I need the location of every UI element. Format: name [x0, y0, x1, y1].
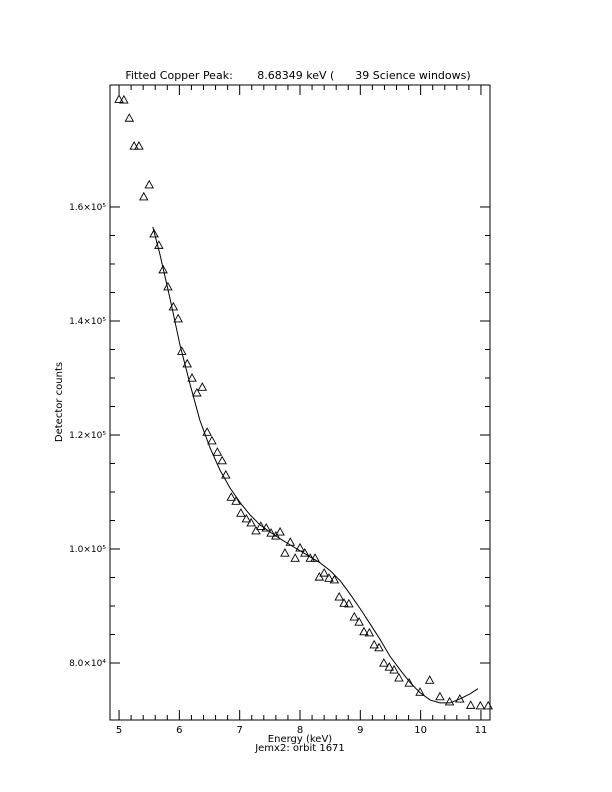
data-point — [329, 574, 340, 584]
data-point — [236, 508, 246, 517]
data-point — [212, 447, 223, 456]
y-tick-label: 1.6×10⁵ — [69, 203, 106, 213]
data-point — [202, 427, 212, 436]
data-point — [226, 492, 237, 501]
data-point — [173, 313, 183, 323]
data-point — [344, 598, 354, 608]
data-point — [319, 568, 329, 577]
data-point — [394, 672, 404, 682]
data-point — [187, 373, 197, 382]
data-point — [177, 346, 187, 355]
x-tick-label: 6 — [176, 725, 182, 736]
y-tick-label: 1.2×10⁵ — [69, 431, 106, 441]
data-point — [114, 94, 124, 103]
data-point — [384, 662, 395, 671]
data-point — [139, 191, 149, 201]
y-tick-label: 1.4×10⁵ — [69, 317, 106, 327]
x-tick-label: 10 — [414, 725, 427, 736]
data-point — [280, 548, 290, 557]
data-point — [374, 642, 384, 652]
x-tick-label: 8 — [297, 725, 303, 736]
y-tick-label: 1.0×10⁵ — [69, 545, 106, 555]
y-tick-label: 8.0×10⁴ — [69, 659, 106, 669]
data-point — [475, 700, 486, 710]
data-point — [389, 664, 399, 674]
data-point — [144, 179, 154, 189]
subtitle: Jemx2: orbit 1671 — [254, 743, 345, 754]
x-tick-label: 5 — [116, 725, 122, 736]
data-point — [455, 693, 465, 703]
data-point — [192, 387, 202, 397]
data-point — [310, 553, 320, 562]
data-point — [129, 141, 139, 150]
data-point — [275, 526, 285, 536]
data-point — [207, 435, 217, 445]
data-point — [221, 469, 231, 479]
data-point — [354, 617, 364, 626]
x-tick-label: 11 — [475, 725, 488, 736]
data-point — [444, 696, 455, 706]
data-point — [197, 382, 208, 391]
data-point — [424, 675, 435, 684]
data-point — [364, 627, 375, 637]
data-point — [379, 658, 389, 667]
data-point — [246, 517, 256, 527]
data-point — [369, 639, 379, 649]
data-point — [266, 528, 276, 537]
x-axis-label: Energy (keV) — [268, 734, 333, 745]
data-point — [334, 591, 344, 601]
data-point — [359, 626, 369, 636]
data-point — [404, 678, 414, 687]
data-point — [119, 94, 129, 104]
y-axis-label: Detector counts — [54, 362, 65, 442]
data-point — [231, 496, 241, 505]
fit-line — [152, 226, 479, 704]
data-point — [124, 113, 135, 122]
data-point — [290, 553, 300, 562]
data-point — [256, 521, 266, 530]
x-tick-label: 9 — [357, 725, 363, 736]
data-point — [415, 687, 425, 696]
data-point — [149, 228, 159, 238]
data-point — [134, 141, 144, 150]
data-point — [158, 264, 168, 274]
data-point — [435, 691, 445, 701]
data-point — [324, 573, 334, 582]
x-tick-label: 7 — [236, 725, 242, 736]
data-point — [217, 455, 227, 465]
data-point — [465, 700, 476, 709]
data-point — [251, 525, 261, 535]
chart-title: Fitted Copper Peak: 8.68349 keV ( 39 Sci… — [125, 69, 470, 82]
data-point — [339, 598, 349, 607]
data-point — [349, 611, 360, 621]
data-point — [483, 700, 493, 710]
data-point — [241, 513, 252, 523]
